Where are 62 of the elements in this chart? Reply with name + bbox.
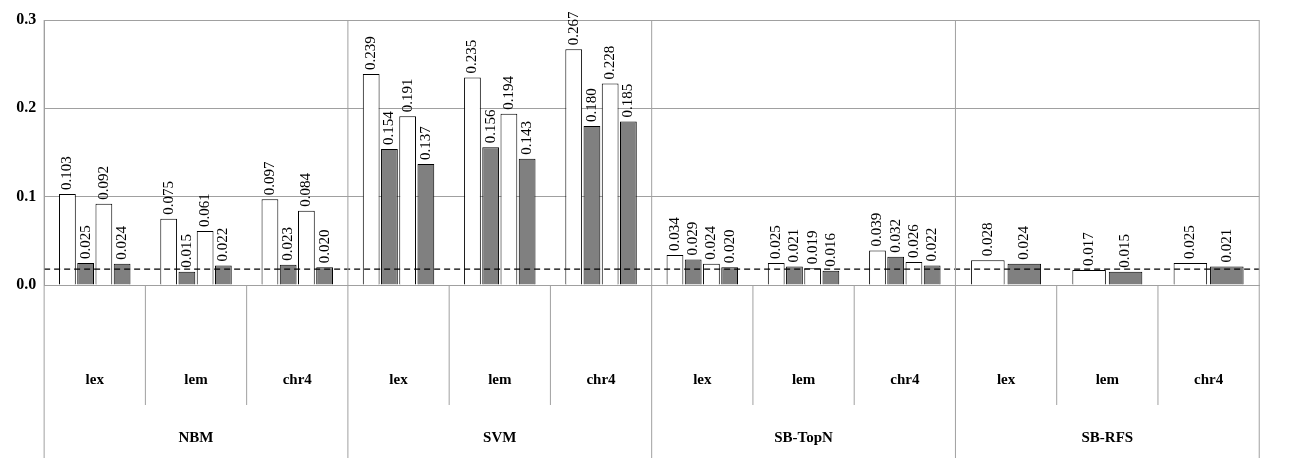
data-label: 0.016 — [821, 232, 838, 267]
data-label: 0.103 — [58, 156, 75, 191]
x-tick-label: lex — [996, 370, 1016, 387]
x-tick-label: lem — [1095, 370, 1120, 387]
x-tick-label: lex — [85, 370, 105, 387]
data-label: 0.097 — [260, 161, 277, 196]
data-label: 0.185 — [619, 83, 636, 118]
x-tick-label: lem — [488, 370, 512, 387]
data-label: 0.180 — [582, 88, 599, 122]
data-label: 0.092 — [94, 165, 111, 200]
data-label: 0.028 — [978, 222, 995, 257]
x-tick-label: chr4 — [890, 370, 920, 387]
data-label: 0.025 — [1181, 225, 1198, 259]
data-label: 0.023 — [279, 226, 296, 261]
y-tick-label: 0.1 — [16, 186, 37, 204]
data-label: 0.025 — [767, 225, 784, 259]
data-label: 0.154 — [380, 110, 397, 145]
data-label: 0.084 — [297, 172, 314, 207]
x-tick-label: chr4 — [1194, 370, 1224, 387]
data-label: 0.015 — [1116, 234, 1133, 268]
data-label: 0.194 — [499, 75, 516, 110]
data-label: 0.022 — [214, 227, 231, 262]
data-label: 0.029 — [684, 221, 701, 256]
x-tick-label: chr4 — [282, 370, 313, 387]
data-label: 0.020 — [315, 229, 332, 264]
data-label: 0.025 — [76, 225, 93, 259]
text: SB-TopN — [774, 428, 834, 445]
data-label: 0.019 — [803, 230, 820, 265]
data-label: 0.039 — [868, 212, 885, 247]
data-label: 0.235 — [463, 39, 480, 74]
data-label: 0.021 — [1217, 228, 1234, 263]
y-tick-label: 0.2 — [16, 98, 37, 116]
data-label: 0.017 — [1080, 231, 1097, 266]
x-tick-label: lem — [791, 370, 816, 387]
data-label: 0.267 — [564, 10, 581, 46]
data-label: 0.191 — [398, 78, 415, 113]
data-label: 0.024 — [702, 225, 719, 260]
x-tick-label: lem — [184, 370, 209, 387]
data-label: 0.143 — [518, 120, 535, 155]
data-label: 0.022 — [923, 227, 940, 262]
data-label: 0.024 — [113, 225, 130, 260]
text: SVM — [483, 428, 517, 445]
data-label: 0.024 — [1015, 225, 1032, 260]
data-label: 0.015 — [177, 234, 194, 268]
data-label: 0.032 — [886, 218, 903, 253]
data-label: 0.228 — [601, 45, 618, 80]
y-tick-label: 0.3 — [16, 10, 37, 28]
text: SB-RFS — [1081, 428, 1134, 445]
data-label: 0.026 — [904, 223, 921, 259]
data-label: 0.137 — [416, 125, 433, 160]
data-label: 0.061 — [196, 193, 213, 228]
x-tick-label: chr4 — [586, 370, 617, 387]
data-label: 0.239 — [362, 36, 379, 70]
data-label: 0.075 — [159, 181, 176, 215]
data-label: 0.156 — [481, 108, 498, 144]
data-label: 0.034 — [665, 216, 682, 251]
data-label: 0.021 — [785, 228, 802, 263]
y-tick-label: 0.0 — [16, 275, 37, 293]
text: NBM — [178, 428, 214, 445]
x-tick-label: lex — [389, 370, 409, 387]
x-tick-label: lex — [693, 370, 712, 387]
data-label: 0.020 — [720, 229, 737, 264]
